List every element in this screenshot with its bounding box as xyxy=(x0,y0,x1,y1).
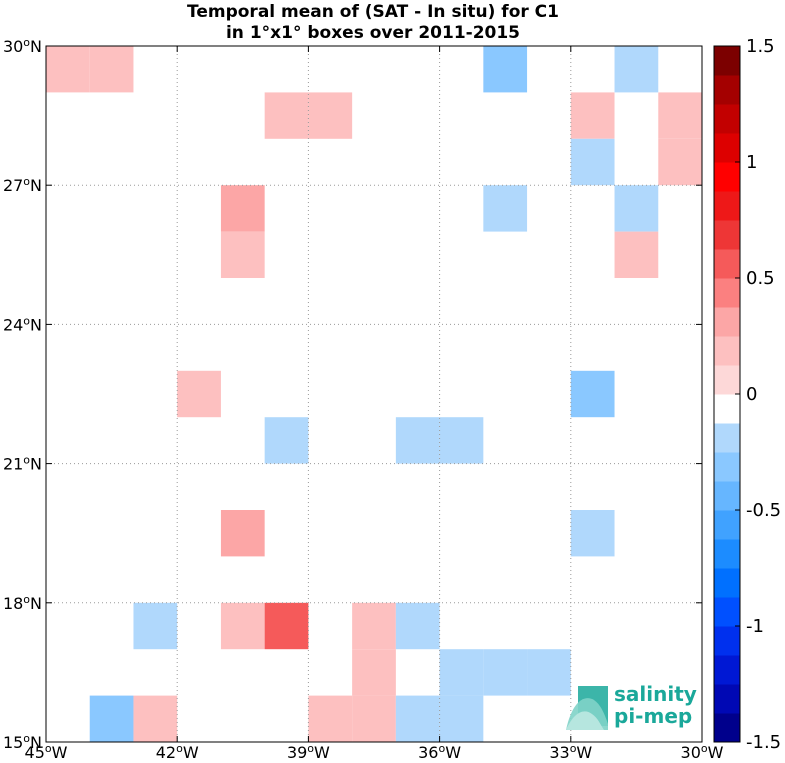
x-tick-label: 30oW xyxy=(681,742,724,762)
salinity-pi-mep-logo: salinity pi-mep xyxy=(566,682,697,730)
heatmap-cell xyxy=(264,417,309,464)
x-tick-label: 45oW xyxy=(25,742,68,762)
heatmap-cell xyxy=(220,231,265,278)
heatmap-cell xyxy=(308,695,353,742)
heatmap-cell xyxy=(439,695,484,742)
logo-wave-icon xyxy=(566,686,608,730)
colorbar-swatch xyxy=(714,104,740,134)
plot-frame xyxy=(45,45,703,743)
colorbar-swatch xyxy=(714,394,740,424)
y-tick-label: 27oN xyxy=(3,175,42,195)
colorbar-swatch xyxy=(714,423,740,453)
heatmap-cell xyxy=(570,370,615,418)
heatmap-cell xyxy=(483,649,528,696)
y-tick-label: 30oN xyxy=(3,36,42,56)
colorbar-swatch xyxy=(714,133,740,163)
x-tick-label: 42oW xyxy=(156,742,199,762)
y-axis-ticks: 15oN 18oN 21oN 24oN 27oN 30oN xyxy=(3,36,702,752)
y-tick-label: 21oN xyxy=(3,454,42,474)
heatmap-cell xyxy=(570,510,615,557)
colorbar-swatch xyxy=(714,220,740,250)
colorbar-swatch xyxy=(714,249,740,279)
heatmap-cells xyxy=(46,46,702,742)
heatmap-cell xyxy=(395,417,440,464)
heatmap-cell xyxy=(483,185,528,232)
chart-title-line-2: in 1°x1° boxes over 2011-2015 xyxy=(226,23,520,43)
gridlines xyxy=(46,46,702,742)
heatmap-cell xyxy=(614,185,659,232)
heatmap-cell xyxy=(570,138,615,186)
heatmap-cell xyxy=(614,231,659,278)
heatmap-cell xyxy=(352,602,396,650)
x-tick-label: 33oW xyxy=(549,742,592,762)
colorbar-swatch xyxy=(714,568,740,598)
heatmap-cell xyxy=(527,649,571,696)
heatmap-cell xyxy=(395,602,440,650)
colorbar-swatch xyxy=(714,539,740,569)
heatmap-cell xyxy=(177,370,221,418)
colorbar-swatch xyxy=(714,191,740,221)
colorbar-swatch xyxy=(714,336,740,366)
colorbar-swatch xyxy=(714,46,740,76)
logo-line-1: salinity xyxy=(614,682,697,706)
heatmap-cell xyxy=(658,138,702,186)
heatmap-cell xyxy=(352,649,396,696)
y-tick-label: 24oN xyxy=(3,314,42,334)
heatmap-cell xyxy=(395,695,440,742)
colorbar-tick-label: 0.5 xyxy=(746,268,775,289)
y-tick-label: 15oN xyxy=(3,732,42,752)
heatmap-cell xyxy=(133,602,178,650)
colorbar-swatch xyxy=(714,713,740,743)
colorbar-swatch xyxy=(714,365,740,395)
colorbar-swatch xyxy=(714,307,740,337)
heatmap-cell xyxy=(439,649,484,696)
colorbar-tick-label: 0 xyxy=(746,384,757,405)
heatmap-cell xyxy=(439,417,484,464)
colorbar-swatch xyxy=(714,626,740,656)
heatmap-cell xyxy=(570,92,615,139)
colorbar-tick-label: -1.5 xyxy=(746,732,781,753)
colorbar-swatch xyxy=(714,510,740,540)
colorbar xyxy=(714,46,740,743)
heatmap-cell xyxy=(264,92,309,139)
colorbar-swatch xyxy=(714,162,740,192)
colorbar-tick-label: 1.5 xyxy=(746,36,775,57)
colorbar-tick-label: -0.5 xyxy=(746,500,781,521)
heatmap-cell xyxy=(658,92,702,139)
colorbar-swatch xyxy=(714,278,740,308)
colorbar-tick-label: 1 xyxy=(746,152,757,173)
colorbar-swatch xyxy=(714,452,740,482)
y-tick-label: 18oN xyxy=(3,593,42,613)
heatmap-cell xyxy=(614,46,659,93)
colorbar-swatch xyxy=(714,481,740,511)
heatmap-cell xyxy=(220,185,265,232)
heatmap-cell xyxy=(220,602,265,650)
heatmap-cell xyxy=(89,695,134,742)
x-tick-label: 39oW xyxy=(287,742,330,762)
colorbar-swatch xyxy=(714,597,740,627)
colorbar-swatch xyxy=(714,655,740,685)
heatmap-cell xyxy=(89,46,134,93)
chart-title-line-1: Temporal mean of (SAT - In situ) for C1 xyxy=(187,2,559,22)
heatmap-cell xyxy=(220,510,265,557)
colorbar-tick-label: -1 xyxy=(746,616,764,637)
heatmap-cell xyxy=(133,695,178,742)
colorbar-swatch xyxy=(714,684,740,714)
logo-line-2: pi-mep xyxy=(614,704,692,728)
heatmap-cell xyxy=(483,46,528,93)
colorbar-swatch xyxy=(714,75,740,105)
heatmap-cell xyxy=(352,695,396,742)
heatmap-cell xyxy=(308,92,353,139)
colorbar-ticks: 1.5 1 0.5 0 -0.5 -1 -1.5 xyxy=(735,36,781,753)
heatmap-cell xyxy=(264,602,309,650)
heatmap-cell xyxy=(46,46,90,93)
x-tick-label: 36oW xyxy=(418,742,461,762)
x-axis-ticks: 45oW 42oW 39oW 36oW 33oW 30oW xyxy=(25,46,724,762)
